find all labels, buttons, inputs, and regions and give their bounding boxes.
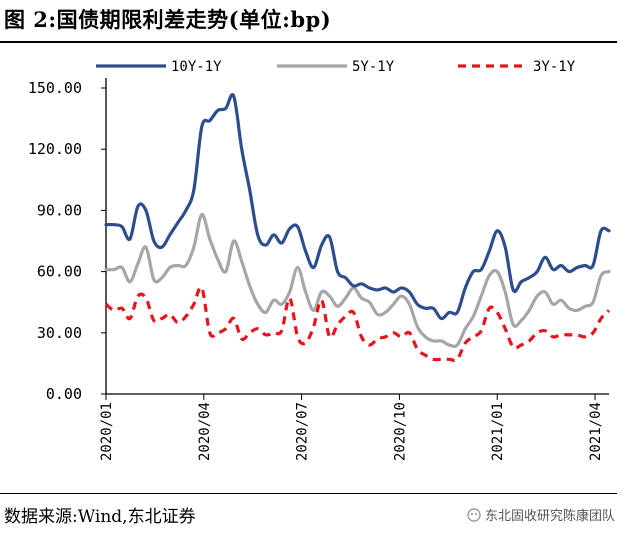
legend-label-5Y-1Y: 5Y-1Y: [352, 59, 395, 75]
legend-label-3Y-1Y: 3Y-1Y: [533, 59, 576, 75]
y-tick-label: 120.00: [28, 140, 82, 158]
x-tick-label: 2020/04: [197, 402, 213, 461]
x-tick-label: 2021/04: [588, 402, 604, 461]
series-line-3Y-1Y: [104, 285, 611, 363]
series-line-5Y-1Y: [104, 212, 611, 349]
series-line-10Y-1Y: [104, 93, 611, 321]
wechat-icon: [467, 507, 481, 522]
watermark-text: 东北固收研究陈康团队: [484, 509, 615, 524]
x-tick-label: 2021/01: [490, 402, 506, 461]
y-tick-label: 0.00: [46, 385, 82, 403]
line-chart: 0.00 30.00 60.00 90.00 120.00 150.00 2020/01 20…: [28, 59, 611, 461]
y-tick-label: 150.00: [28, 79, 82, 97]
figure-title: 图 2:国债期限利差走势(单位:bp): [4, 7, 332, 32]
watermark: 东北固收研究陈康团队: [467, 505, 615, 524]
legend-label-10Y-1Y: 10Y-1Y: [171, 59, 222, 75]
x-tick-label: 2020/10: [392, 402, 408, 461]
title-rule: [0, 41, 617, 43]
y-tick-label: 60.00: [37, 263, 82, 281]
source-note: 数据来源:Wind,东北证券: [4, 507, 196, 527]
source-rule: [0, 493, 617, 494]
x-tick-label: 2020/01: [99, 402, 115, 461]
y-tick-label: 90.00: [37, 201, 82, 219]
x-tick-label: 2020/07: [295, 402, 311, 461]
y-tick-label: 30.00: [37, 324, 82, 342]
